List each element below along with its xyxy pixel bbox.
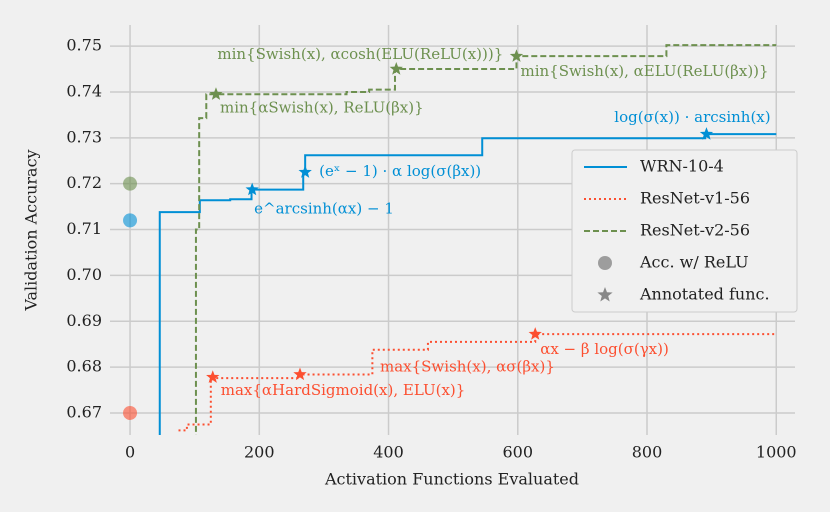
star-marker [298,165,312,178]
annotation: e^arcsinh(αx) − 1 [254,200,394,218]
star-marker [528,327,542,340]
star-marker [206,370,220,383]
y-tick-label: 0.69 [66,311,102,330]
legend-label: ResNet-v2-56 [640,221,750,240]
legend-label: WRN-10-4 [640,157,724,176]
y-tick-label: 0.72 [66,173,102,192]
legend-label: Annotated func. [639,285,770,304]
annotation: min{Swish(x), αELU(ReLU(βx))} [520,62,768,80]
y-tick-label: 0.67 [66,402,102,421]
y-tick-label: 0.71 [66,219,102,238]
annotation: min{αSwish(x), ReLU(βx)} [220,98,424,116]
annotation: min{Swish(x), αcosh(ELU(ReLU(x)))} [217,45,503,63]
annotation: log(σ(x)) · arcsinh(x) [614,108,770,126]
star-marker [293,367,307,381]
star-marker [389,62,403,75]
legend-label: Acc. w/ ReLU [639,253,749,272]
x-tick-label: 0 [125,443,135,462]
annotation: αx − β log(σ(γx)) [540,340,669,358]
star-marker [209,87,223,100]
legend-box [571,149,798,313]
x-tick-label: 600 [502,443,533,462]
star-marker [509,49,524,62]
relu-point [123,405,138,420]
x-tick-label: 1000 [756,443,797,462]
legend-swatch [597,287,613,302]
y-axis-label: Validation Accuracy [22,149,41,311]
x-tick-label: 200 [244,443,275,462]
star-marker [699,127,714,140]
relu-point [123,213,138,228]
step-line [194,44,777,435]
x-tick-label: 800 [632,443,663,462]
x-tick-label: 400 [373,443,404,462]
legend-swatch [598,256,612,270]
y-tick-label: 0.68 [66,357,102,376]
star-marker [245,182,259,196]
y-tick-label: 0.70 [66,265,102,284]
annotation: max{Swish(x), ασ(βx)} [380,357,555,375]
y-tick-label: 0.73 [66,127,102,146]
y-tick-label: 0.75 [66,36,102,55]
relu-point [123,176,138,191]
annotation: (eˣ − 1) · α log(σ(βx)) [319,162,481,180]
x-axis-label: Activation Functions Evaluated [324,470,579,489]
annotation: max{αHardSigmoid(x), ELU(x)} [221,381,466,399]
plot-area [123,44,777,435]
y-tick-label: 0.74 [66,81,102,100]
legend-label: ResNet-v1-56 [640,189,750,208]
